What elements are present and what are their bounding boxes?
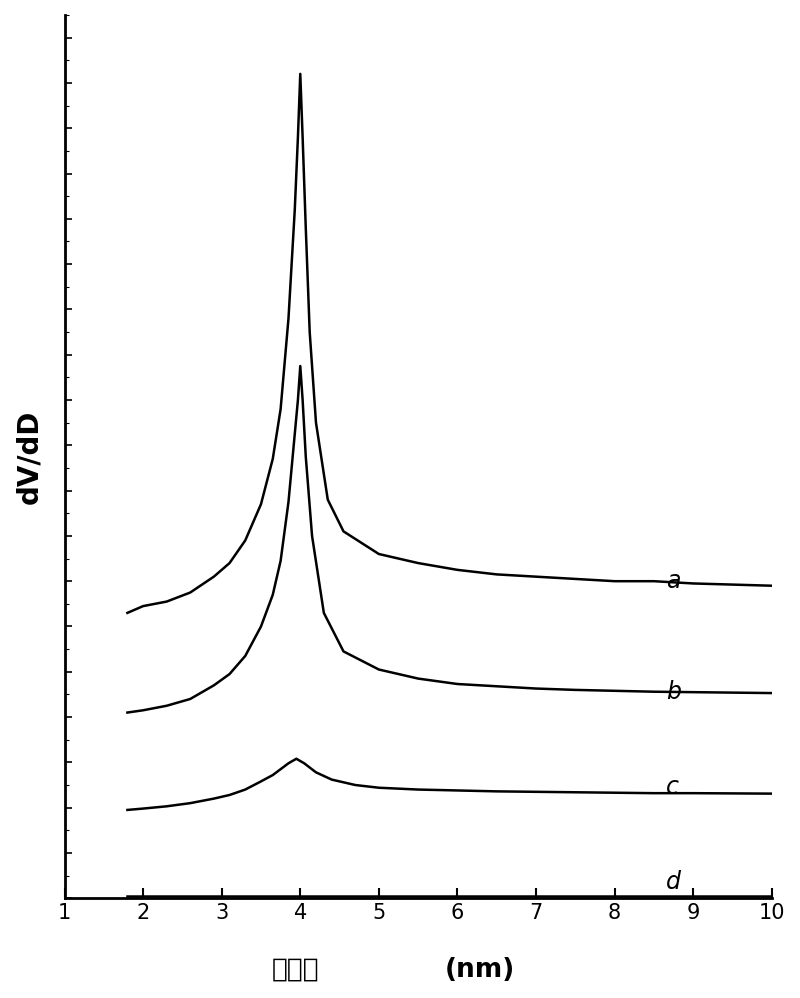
Text: c: c bbox=[666, 775, 678, 799]
Y-axis label: dV/dD: dV/dD bbox=[15, 409, 43, 504]
Text: (nm): (nm) bbox=[445, 957, 515, 983]
Text: d: d bbox=[666, 870, 681, 894]
Text: 孔直径: 孔直径 bbox=[272, 957, 320, 983]
Text: a: a bbox=[666, 569, 680, 593]
Text: b: b bbox=[666, 681, 681, 705]
